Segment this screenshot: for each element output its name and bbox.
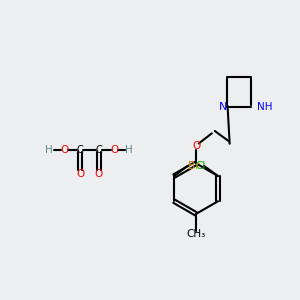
Text: N: N xyxy=(219,102,227,112)
Text: NH: NH xyxy=(257,102,273,112)
Text: C: C xyxy=(95,145,102,155)
Text: H: H xyxy=(125,145,133,155)
Text: O: O xyxy=(60,145,68,155)
Text: CH₃: CH₃ xyxy=(186,229,206,239)
Text: C: C xyxy=(77,145,83,155)
Text: H: H xyxy=(45,145,53,155)
Text: O: O xyxy=(95,169,103,179)
Text: O: O xyxy=(192,141,200,151)
Text: Br: Br xyxy=(188,161,199,171)
Text: Cl: Cl xyxy=(195,161,206,171)
Text: O: O xyxy=(76,169,84,179)
Text: O: O xyxy=(111,145,119,155)
